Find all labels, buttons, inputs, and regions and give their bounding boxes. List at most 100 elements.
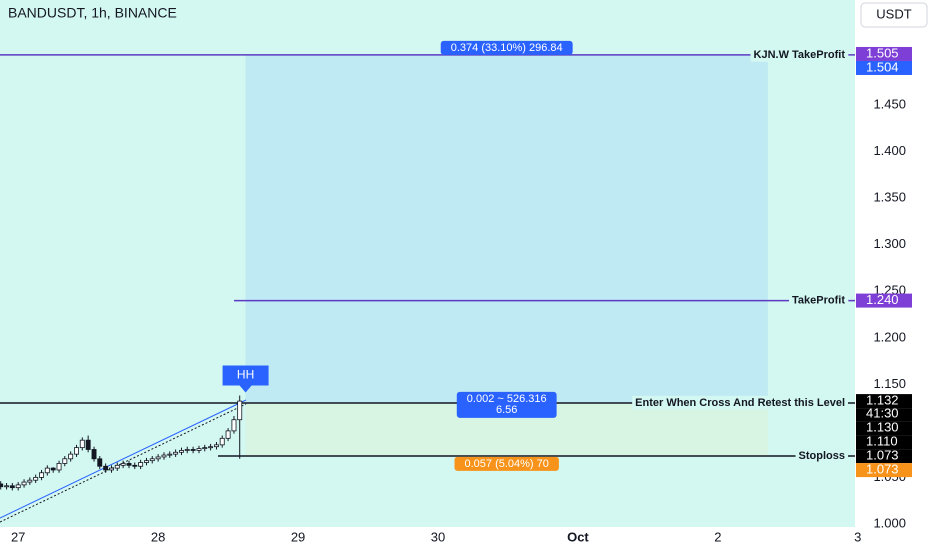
candle-body <box>184 449 190 451</box>
candle-body <box>21 481 27 486</box>
countdown-bg <box>856 408 912 422</box>
y-tick-label: 1.400 <box>873 143 906 158</box>
x-tick-label: 30 <box>431 529 445 544</box>
price-badge-label: 1.132 <box>866 393 899 408</box>
price-badge <box>856 421 912 436</box>
position-label: 6.56 <box>496 404 517 416</box>
candle-body <box>4 485 10 488</box>
price-badge <box>856 60 912 75</box>
x-tick-label: 3 <box>854 529 861 544</box>
annotation-bubble <box>222 365 269 393</box>
trend-line <box>0 399 247 519</box>
candle-body <box>74 447 80 455</box>
y-tick-label: 1.000 <box>873 515 906 530</box>
candle-body <box>39 472 45 478</box>
candle-body <box>56 463 62 471</box>
price-badge-label: 1.110 <box>866 434 898 449</box>
position-label: 0.057 (5.04%) 70 <box>465 458 549 470</box>
target-zone <box>245 54 768 403</box>
price-badge-label: 1.073 <box>866 462 899 477</box>
position-label-bg <box>456 391 557 418</box>
candle-body <box>132 464 138 467</box>
candle-body <box>190 449 196 451</box>
y-tick-label: 1.200 <box>873 329 906 344</box>
candle-body <box>219 437 225 446</box>
candle-body <box>62 458 68 464</box>
position-label-bg <box>440 40 573 55</box>
x-tick-label: 28 <box>151 529 165 544</box>
candle-body <box>179 450 184 453</box>
candle-body <box>173 451 179 455</box>
level-label: TakeProfit <box>792 294 845 306</box>
candle-body <box>126 463 132 466</box>
position-label: 0.374 (33.10%) 296.84 <box>451 42 563 54</box>
x-tick-label: 29 <box>291 529 305 544</box>
y-tick-label: 1.150 <box>873 376 906 391</box>
price-badge <box>856 46 912 61</box>
price-axis: 1.0001.0501.1001.1501.2001.2501.3001.350… <box>856 45 912 530</box>
price-badge-label: 1.073 <box>866 448 899 463</box>
price-badge <box>856 394 912 409</box>
candle-body <box>79 439 85 449</box>
price-badge <box>856 293 912 308</box>
candle-body <box>9 485 15 489</box>
candle-body <box>50 467 56 471</box>
candle-body <box>44 467 50 474</box>
x-tick-label: Oct <box>567 529 589 544</box>
time-axis-background <box>0 527 855 550</box>
candle-body <box>85 439 91 450</box>
candle-body <box>231 419 237 432</box>
position-label-bg <box>454 456 559 471</box>
candle-body <box>15 484 21 489</box>
candle-body <box>149 458 155 462</box>
countdown-label: 41:30 <box>866 406 899 421</box>
x-tick-label: 2 <box>714 529 721 544</box>
price-badge <box>856 463 912 478</box>
candle-body <box>103 465 109 471</box>
currency-button[interactable] <box>860 2 928 28</box>
candle-body <box>91 449 97 460</box>
y-tick-label: 1.350 <box>873 190 906 205</box>
candle-body <box>27 479 33 483</box>
level-label: Enter When Cross And Retest this Level <box>635 397 845 409</box>
candle-body <box>196 448 202 451</box>
candle-body <box>167 453 173 456</box>
candle-body <box>120 463 126 466</box>
candle-body <box>109 467 114 471</box>
level-label-bg <box>795 448 848 463</box>
candle-body <box>0 483 4 488</box>
candle-body <box>155 456 161 460</box>
candle-body <box>144 460 149 463</box>
candle-body <box>138 462 144 467</box>
y-tick-label: 1.300 <box>873 236 906 251</box>
candle-body <box>214 444 219 448</box>
price-badge-label: 1.240 <box>866 292 899 307</box>
price-badge-label: 1.505 <box>866 45 899 60</box>
level-label-bg <box>750 47 849 62</box>
price-badge-label: 1.504 <box>866 59 899 74</box>
y-tick-label: 1.450 <box>873 97 906 112</box>
x-tick-label: 27 <box>11 529 25 544</box>
candle-body <box>68 453 74 460</box>
level-label: Stoploss <box>799 450 845 462</box>
price-badge-label: 1.130 <box>866 420 899 435</box>
candle-body <box>202 447 208 450</box>
candle-body <box>208 446 214 449</box>
level-label-bg <box>632 395 848 410</box>
price-badge <box>856 449 912 464</box>
candle-body <box>97 458 103 467</box>
level-label: KJN.W TakeProfit <box>754 49 846 61</box>
candle-body <box>237 400 243 421</box>
currency-label[interactable]: USDT <box>876 6 911 21</box>
level-label-bg <box>789 293 849 308</box>
annotation-text: HH <box>237 368 254 382</box>
candle-body <box>33 477 39 481</box>
price-badge <box>856 435 912 450</box>
candle-body <box>225 430 231 439</box>
candle-body <box>114 464 120 469</box>
candle-body <box>161 454 167 458</box>
position-label: 0.002 ~ 526.316 <box>467 393 547 405</box>
chart-title: BANDUSDT, 1h, BINANCE <box>8 5 177 21</box>
